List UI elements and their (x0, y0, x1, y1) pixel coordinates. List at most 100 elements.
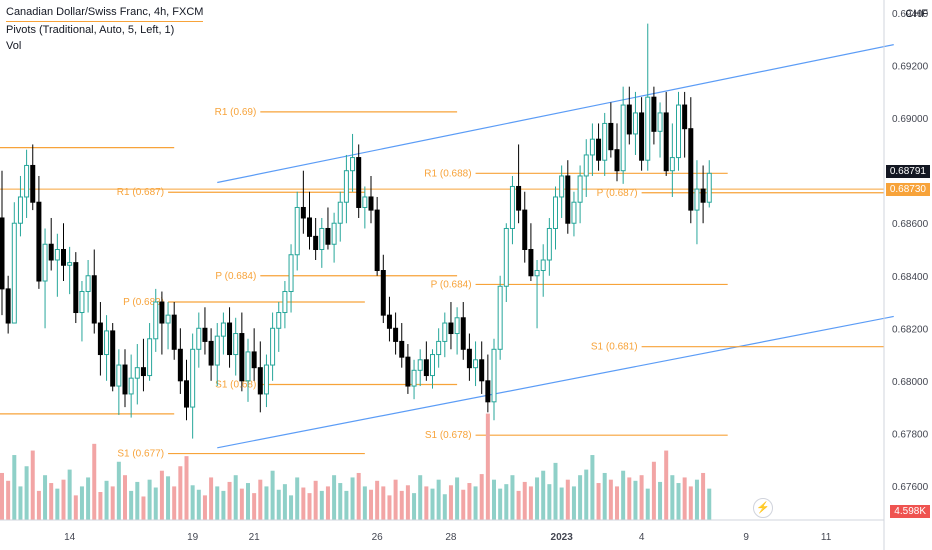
pivot-label: S1 (0.68) (215, 379, 256, 390)
candle-body (694, 188, 700, 211)
candle-body (208, 340, 214, 366)
volume-tag: 4.598K (890, 505, 930, 518)
chart-legend: Canadian Dollar/Swiss Franc, 4h, FXCM Pi… (6, 4, 204, 54)
volume-bar (49, 483, 54, 520)
candle-body (239, 333, 245, 382)
candle-body (608, 122, 614, 151)
candle-body (380, 270, 386, 316)
volume-bar (559, 487, 564, 520)
volume-bar (190, 485, 195, 520)
volume-bar (350, 477, 355, 520)
pivot-label: R1 (0.69) (215, 107, 257, 118)
volume-bar (129, 490, 134, 520)
pivot-label: P (0.683) (123, 297, 164, 308)
candle-body (300, 206, 306, 219)
candle-body (540, 259, 546, 272)
volume-bar (455, 477, 460, 520)
candle-body (522, 209, 528, 250)
candle-body (645, 96, 651, 161)
volume-bar (110, 486, 115, 520)
candle-body (700, 188, 706, 203)
volume-bar (473, 486, 478, 520)
channel-lines (217, 44, 894, 449)
candle-body (473, 359, 479, 369)
volume-bar (387, 495, 392, 520)
price-tick-label: 0.68400 (892, 272, 929, 283)
volume-bar (6, 480, 11, 520)
volume-bar (258, 479, 263, 520)
pivot-label: P (0.684) (215, 271, 256, 282)
volume-bar (479, 474, 484, 520)
candle-body (676, 104, 681, 159)
volume-bar (651, 461, 656, 520)
volume-bar (55, 488, 60, 520)
candle-body (386, 314, 392, 329)
candle-body (30, 164, 36, 203)
candle-body (485, 380, 491, 403)
candle-body (165, 314, 171, 324)
volume-bar (658, 481, 663, 520)
time-tick-label: 4 (639, 532, 645, 543)
volume-bar (442, 494, 447, 520)
candle-body (85, 275, 91, 293)
time-tick-label: 26 (372, 532, 384, 543)
volume-bar (116, 461, 121, 520)
volume-bar (448, 485, 453, 520)
volume-bar (196, 489, 201, 520)
candle-body (602, 122, 608, 161)
candle-body (663, 112, 669, 172)
pivot-label: S1 (0.677) (117, 449, 164, 460)
candle-body (503, 227, 509, 287)
volume-bar (252, 493, 257, 520)
pivot-label: P (0.687) (597, 188, 638, 199)
symbol-title[interactable]: Canadian Dollar/Swiss Franc, 4h, FXCM (6, 4, 204, 22)
volume-indicator-label[interactable]: Vol (6, 40, 22, 52)
volume-bar (381, 486, 386, 520)
volume-bar (184, 456, 189, 520)
candle-body (171, 314, 177, 350)
pivot-price-tag: 0.68730 (885, 183, 930, 197)
volume-bar (498, 488, 503, 520)
candle-body (48, 243, 54, 261)
volume-bar (202, 495, 207, 520)
candle-body (553, 196, 558, 229)
candle-body (79, 291, 85, 314)
candle-body (417, 359, 423, 371)
candle-body (263, 364, 269, 395)
time-axis: 14 19 21 26 28 2023 4 9 11 (64, 532, 832, 543)
candle-body (140, 367, 146, 377)
candle-body (614, 149, 620, 172)
volume-bar (301, 487, 306, 520)
candle-body (73, 262, 79, 314)
candle-body (270, 327, 276, 366)
volume-bar (98, 492, 103, 520)
candle-body (497, 285, 503, 350)
candle-body (288, 254, 294, 293)
candle-body (177, 348, 183, 382)
volume-bar (313, 480, 318, 520)
volume-bar (159, 470, 164, 520)
candle-body (442, 322, 448, 342)
lightning-icon[interactable]: ⚡ (753, 498, 773, 518)
time-tick-label: 21 (249, 532, 261, 543)
candle-body (559, 175, 565, 198)
volume-bar (664, 450, 669, 520)
volume-bar (362, 486, 367, 520)
price-tick-label: 0.69000 (892, 114, 929, 125)
volume-bar (282, 484, 287, 520)
volume-bar (172, 486, 177, 520)
volume-bar (141, 496, 146, 520)
candle-body (0, 217, 5, 290)
volume-bar (319, 490, 324, 520)
volume-bar (547, 484, 552, 520)
candle-body (307, 217, 312, 237)
candle-body (491, 348, 497, 403)
candle-body (362, 196, 368, 208)
candle-body (104, 330, 110, 356)
candle-body (571, 201, 577, 224)
candle-body (294, 206, 300, 256)
pivots-indicator-label[interactable]: Pivots (Traditional, Auto, 5, Left, 1) (6, 24, 175, 36)
candle-body (454, 317, 460, 335)
